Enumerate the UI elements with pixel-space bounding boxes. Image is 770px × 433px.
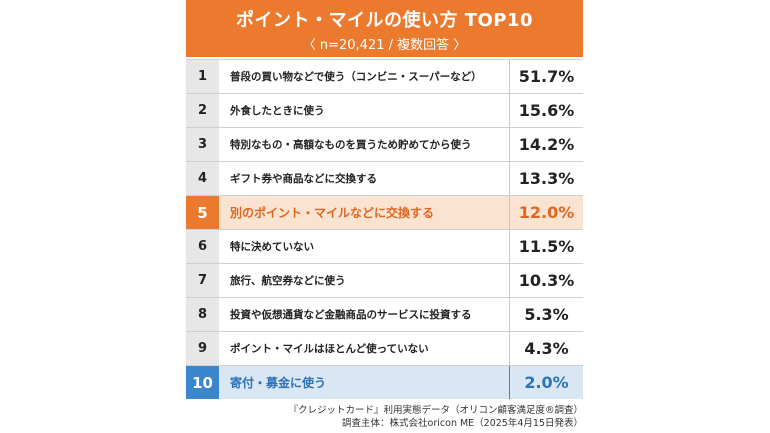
column-divider [509,128,510,161]
column-divider [509,264,510,297]
footer-org: 調査主体：株式会社oricon ME（2025年4月15日発表） [342,418,583,429]
usage-label: 寄付・募金に使う [230,376,327,390]
footer-credits: 『クレジットカード』利用実態データ（オリコン顧客満足度®調査） 調査主体：株式会… [288,404,583,430]
column-divider [509,162,510,195]
ranking-row-6: 6 特に決めていない 11.5% [186,229,583,263]
rank-number: 1 [186,60,219,93]
usage-label: ポイント・マイルはほとんど使っていない [230,343,429,355]
ranking-row-7: 7 旅行、航空券などに使う 10.3% [186,263,583,297]
ranking-row-10: 10 寄付・募金に使う 2.0% [186,365,583,399]
column-divider [509,298,510,331]
rank-number: 7 [186,264,219,297]
usage-label: 特別なもの・高額なものを買うため貯めてから使う [230,139,472,151]
percentage-value: 14.2% [518,135,575,154]
percentage-value: 5.3% [524,305,569,324]
column-divider [509,230,510,263]
percentage-value: 13.3% [518,169,575,188]
ranking-table: 1 普段の買い物などで使う（コンビニ・スーパーなど） 51.7% 2 外食したときに使う… [186,57,583,403]
ranking-row-4: 4 ギフト券や商品などに交換する 13.3% [186,161,583,195]
percentage-value: 12.0% [518,203,575,222]
column-divider [509,332,510,365]
ranking-row-2: 2 外食したときに使う 15.6% [186,93,583,127]
usage-label: 別のポイント・マイルなどに交換する [230,206,435,220]
rank-number: 6 [186,230,219,263]
column-divider [509,196,510,229]
rank-number: 2 [186,94,219,127]
percentage-value: 15.6% [518,101,575,120]
rank-number: 8 [186,298,219,331]
chart-subtitle: 〈 n=20,421 / 複数回答 〉 [302,38,467,53]
rank-number: 3 [186,128,219,161]
column-divider [509,94,510,127]
percentage-value: 51.7% [518,67,575,86]
percentage-value: 11.5% [518,237,575,256]
ranking-row-3: 3 特別なもの・高額なものを買うため貯めてから使う 14.2% [186,127,583,161]
ranking-row-5: 5 別のポイント・マイルなどに交換する 12.0% [186,195,583,229]
usage-label: 投資や仮想通貨など金融商品のサービスに投資する [230,309,472,321]
chart-header: ポイント・マイルの使い方 TOP10 〈 n=20,421 / 複数回答 〉 [186,0,583,57]
ranking-row-8: 8 投資や仮想通貨など金融商品のサービスに投資する 5.3% [186,297,583,331]
usage-label: 外食したときに使う [230,105,325,117]
percentage-value: 10.3% [518,271,575,290]
column-divider [509,366,510,399]
footer-source: 『クレジットカード』利用実態データ（オリコン顧客満足度®調査） [288,405,583,416]
ranking-row-9: 9 ポイント・マイルはほとんど使っていない 4.3% [186,331,583,365]
usage-label: 旅行、航空券などに使う [230,275,346,287]
column-divider [509,60,510,93]
usage-label: 普段の買い物などで使う（コンビニ・スーパーなど） [230,71,482,83]
usage-label: ギフト券や商品などに交換する [230,173,377,185]
percentage-value: 2.0% [524,373,569,392]
rank-number: 10 [186,366,219,399]
rank-number: 5 [186,196,219,229]
usage-label: 特に決めていない [230,241,314,253]
ranking-card: ポイント・マイルの使い方 TOP10 〈 n=20,421 / 複数回答 〉 1… [186,0,583,403]
percentage-value: 4.3% [524,339,569,358]
chart-title: ポイント・マイルの使い方 TOP10 [235,10,534,31]
rank-number: 4 [186,162,219,195]
ranking-row-1: 1 普段の買い物などで使う（コンビニ・スーパーなど） 51.7% [186,59,583,93]
rank-number: 9 [186,332,219,365]
